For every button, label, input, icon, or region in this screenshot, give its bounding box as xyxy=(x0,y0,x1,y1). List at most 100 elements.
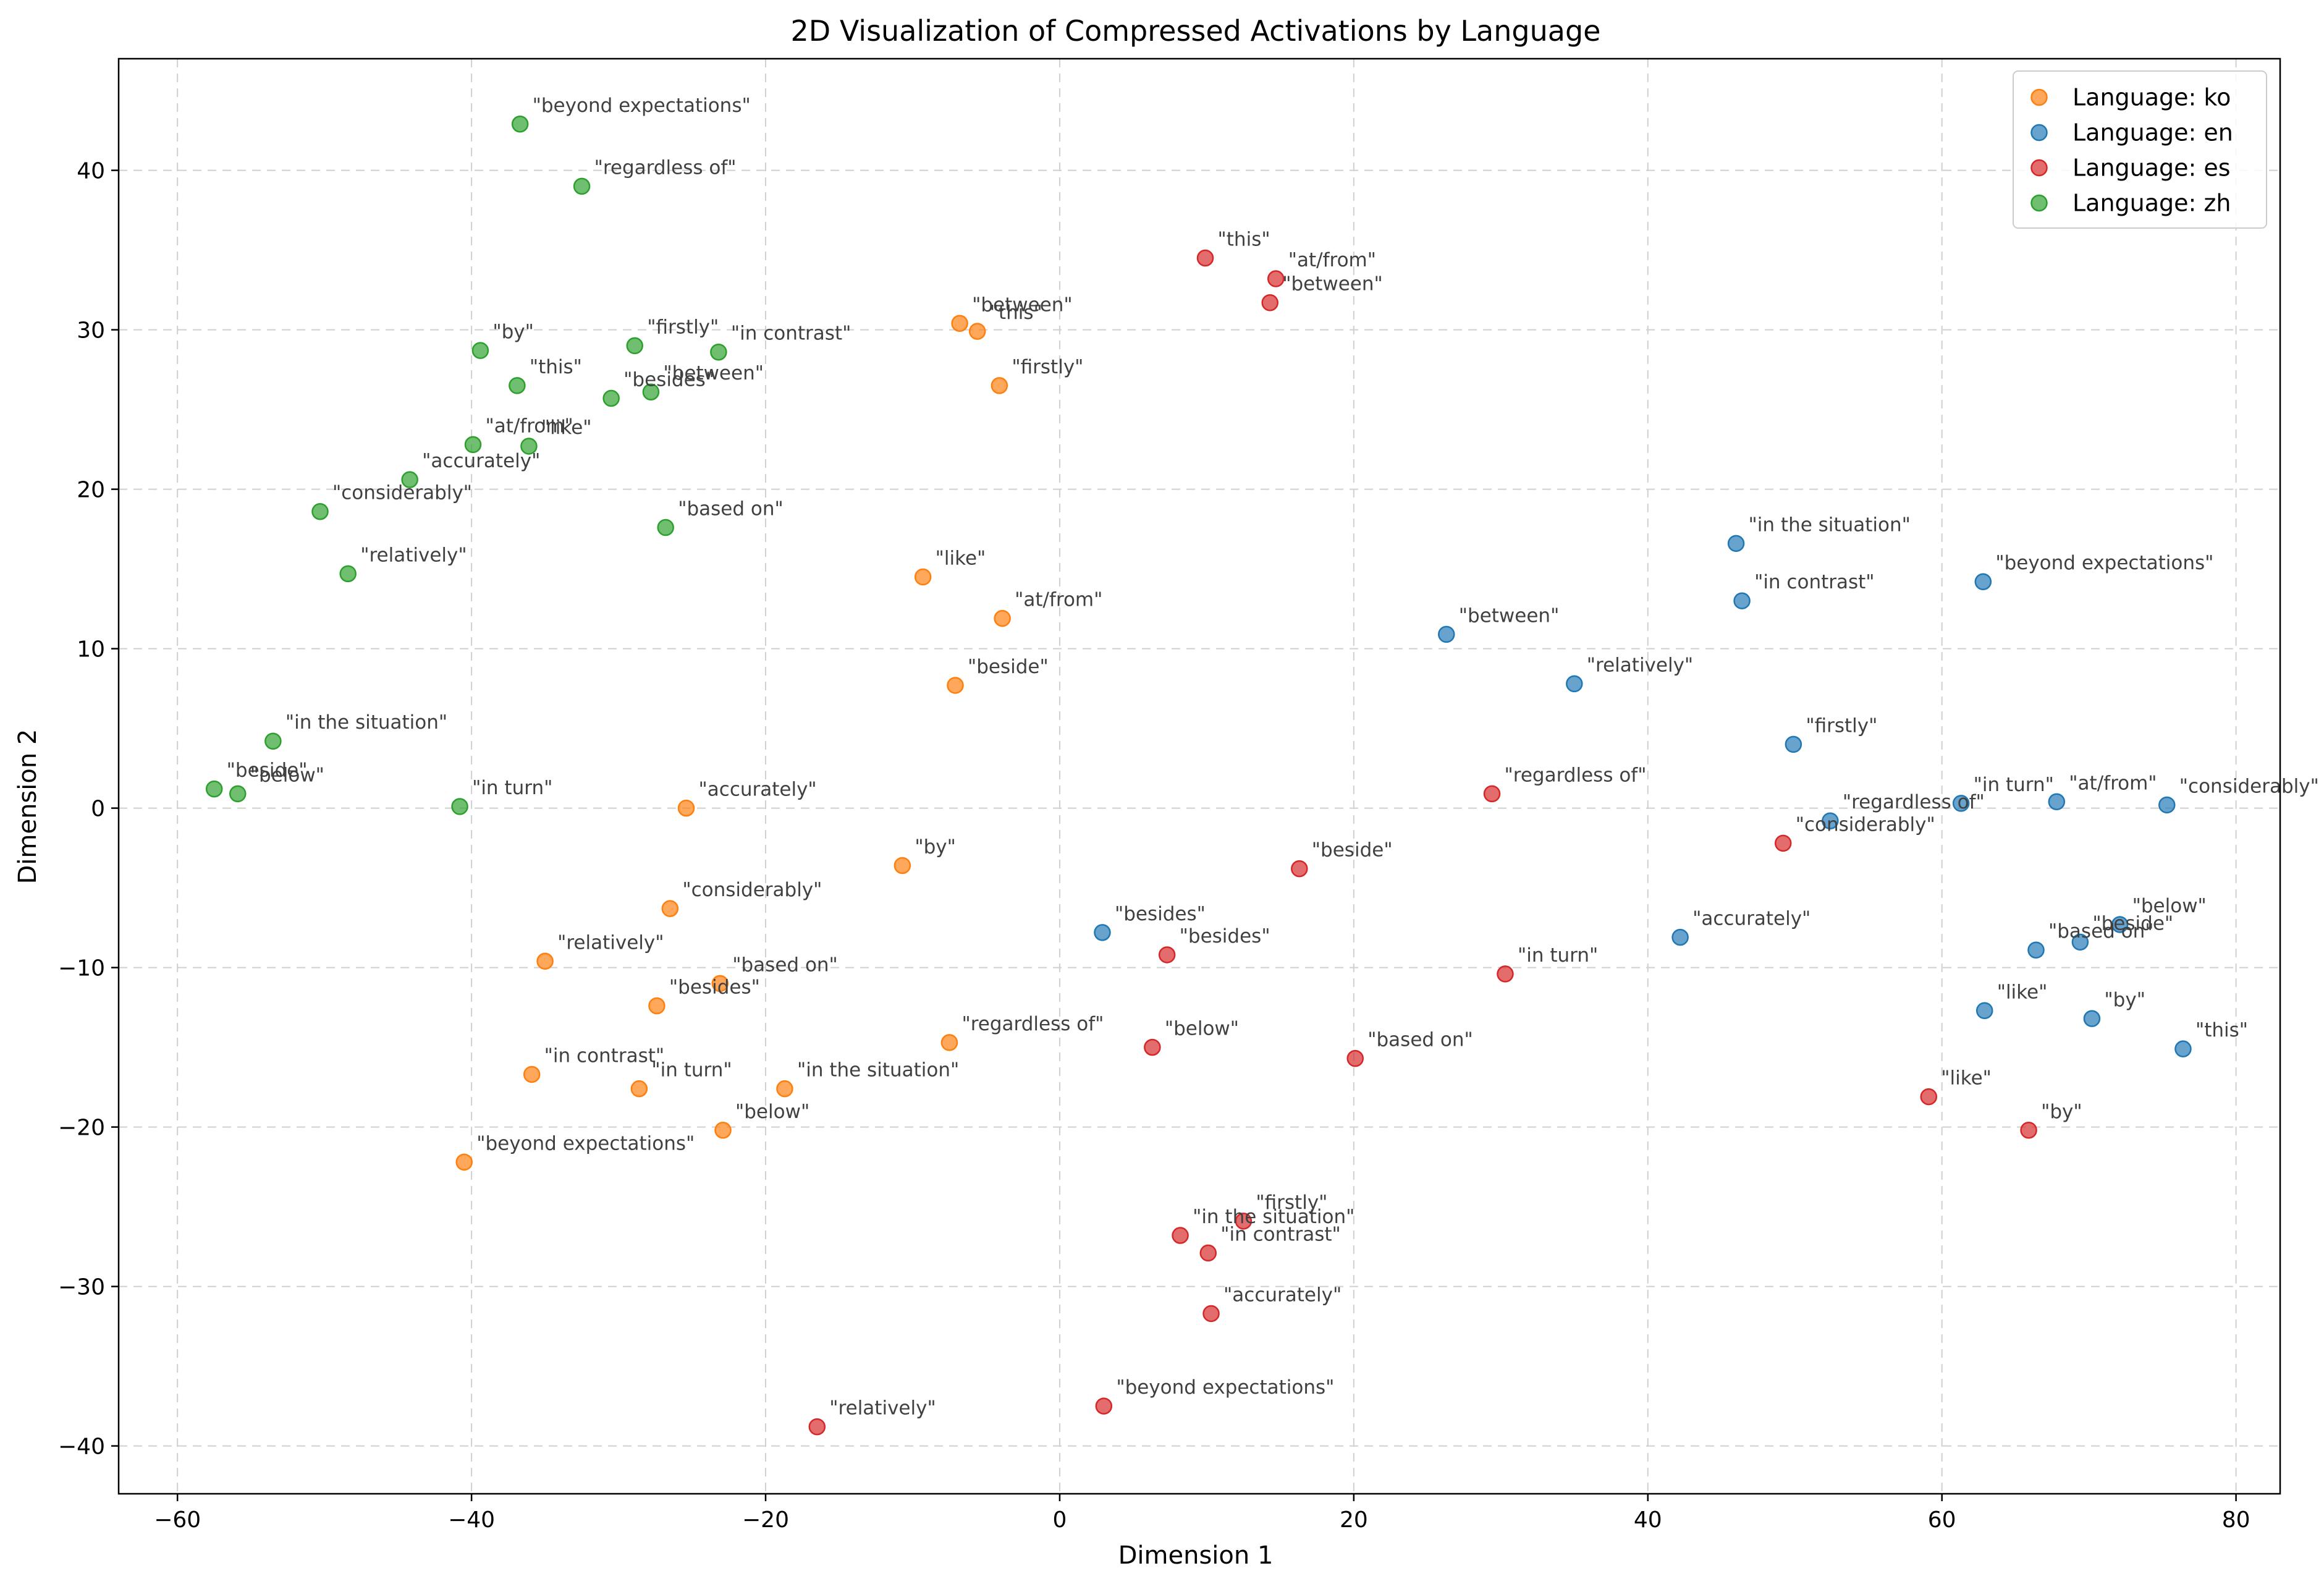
data-point xyxy=(1199,1244,1217,1262)
y-tick-label: 30 xyxy=(77,318,105,344)
data-point xyxy=(1094,924,1111,941)
y-tick-label: −10 xyxy=(58,956,105,981)
point-label: "like" xyxy=(936,548,986,570)
point-label: "regardless of" xyxy=(594,156,737,179)
data-point xyxy=(1785,735,1802,753)
point-label: "in the situation" xyxy=(797,1059,959,1082)
data-point xyxy=(523,1065,541,1083)
x-tick-label: −40 xyxy=(448,1507,495,1533)
data-point xyxy=(1291,860,1308,878)
point-label: "besides" xyxy=(1180,925,1270,947)
data-point xyxy=(1497,965,1514,983)
data-point xyxy=(1267,270,1285,287)
point-label: "beyond expectations" xyxy=(1995,552,2213,574)
x-tick-label: 0 xyxy=(1052,1507,1067,1533)
point-label: "this" xyxy=(1218,229,1270,251)
grid-lines xyxy=(119,59,2280,1494)
data-point xyxy=(2174,1040,2192,1057)
data-point xyxy=(2071,933,2089,951)
data-point xyxy=(776,1080,793,1098)
x-tick-label: 40 xyxy=(1634,1507,1662,1533)
point-label: "like" xyxy=(1997,981,2048,1003)
data-point xyxy=(1920,1088,1938,1106)
data-point xyxy=(1774,834,1792,852)
point-label: "between" xyxy=(1459,604,1560,627)
x-tick-label: −20 xyxy=(742,1507,789,1533)
data-point xyxy=(648,997,666,1015)
data-point xyxy=(1566,675,1583,693)
data-point xyxy=(1952,795,1970,812)
data-point xyxy=(2020,1122,2037,1139)
point-label: "this" xyxy=(990,302,1042,324)
chart-title: 2D Visualization of Compressed Activatio… xyxy=(791,14,1601,48)
legend-entry: Language: zh xyxy=(2073,190,2231,217)
legend-box xyxy=(2013,70,2267,229)
point-label: "in contrast" xyxy=(544,1044,665,1067)
point-label: "firstly" xyxy=(1256,1192,1327,1214)
point-label: "beside" xyxy=(227,760,308,782)
data-point xyxy=(1196,249,1214,267)
data-point xyxy=(1095,1397,1113,1415)
data-point xyxy=(642,383,660,400)
data-point xyxy=(2027,941,2045,959)
point-label: "by" xyxy=(2041,1101,2082,1123)
y-tick-label: −30 xyxy=(58,1275,105,1300)
point-label: "at/from" xyxy=(485,415,573,437)
data-point xyxy=(1438,625,1455,643)
data-point xyxy=(626,337,643,355)
legend-entry: Language: es xyxy=(2073,155,2231,182)
data-point xyxy=(1346,1049,1364,1067)
data-point xyxy=(661,900,679,917)
point-label: "firstly" xyxy=(647,316,719,338)
point-label: "accurately" xyxy=(422,450,540,472)
point-label: "accurately" xyxy=(1692,908,1811,930)
data-point xyxy=(894,857,911,875)
data-point xyxy=(710,343,727,361)
data-point xyxy=(229,785,247,803)
point-label: "like" xyxy=(1941,1067,1992,1090)
data-point xyxy=(657,519,674,536)
data-point xyxy=(1158,946,1176,964)
point-label: "at/from" xyxy=(1015,589,1102,611)
data-point xyxy=(1144,1038,1161,1056)
data-point xyxy=(1822,812,1839,829)
data-point xyxy=(339,565,357,583)
data-point xyxy=(1235,1213,1253,1230)
point-label: "besides" xyxy=(669,976,760,999)
data-point xyxy=(808,1418,826,1436)
data-point xyxy=(711,975,729,993)
data-point xyxy=(951,315,968,332)
legend-marker xyxy=(2030,124,2048,142)
point-label: "in the situation" xyxy=(285,711,447,734)
data-point xyxy=(940,1034,958,1051)
data-point xyxy=(630,1080,648,1098)
data-point xyxy=(536,952,554,970)
point-label: "beside" xyxy=(968,656,1049,678)
point-label: "based on" xyxy=(1367,1029,1473,1051)
y-tick-label: 10 xyxy=(77,637,105,663)
data-point xyxy=(311,502,329,520)
data-point xyxy=(677,799,695,817)
x-axis-ticks: −60 −40 −20 0 20 40 60 80 xyxy=(154,1494,2250,1533)
point-labels: "between""this""firstly""like""at/from""… xyxy=(227,95,2319,1420)
point-label: "below" xyxy=(735,1101,809,1123)
y-tick-label: −20 xyxy=(58,1116,105,1141)
data-point xyxy=(1733,592,1751,609)
point-label: "firstly" xyxy=(1012,356,1083,378)
data-point xyxy=(1671,928,1689,946)
point-label: "considerably" xyxy=(682,879,822,901)
legend-marker xyxy=(2030,159,2048,177)
y-axis-ticks: −40 −30 −20 −10 0 10 20 30 40 xyxy=(58,159,119,1460)
point-label: "regardless of" xyxy=(961,1013,1104,1035)
x-axis-label: Dimension 1 xyxy=(1118,1541,1274,1570)
point-label: "like" xyxy=(541,417,592,439)
data-point xyxy=(573,177,591,195)
data-point xyxy=(471,342,489,359)
point-label: "beyond expectations" xyxy=(533,95,751,117)
point-label: "in contrast" xyxy=(1220,1223,1341,1245)
data-point xyxy=(451,798,468,815)
data-point xyxy=(602,389,620,407)
point-label: "based on" xyxy=(2048,920,2154,942)
point-label: "in the situation" xyxy=(1193,1206,1354,1228)
